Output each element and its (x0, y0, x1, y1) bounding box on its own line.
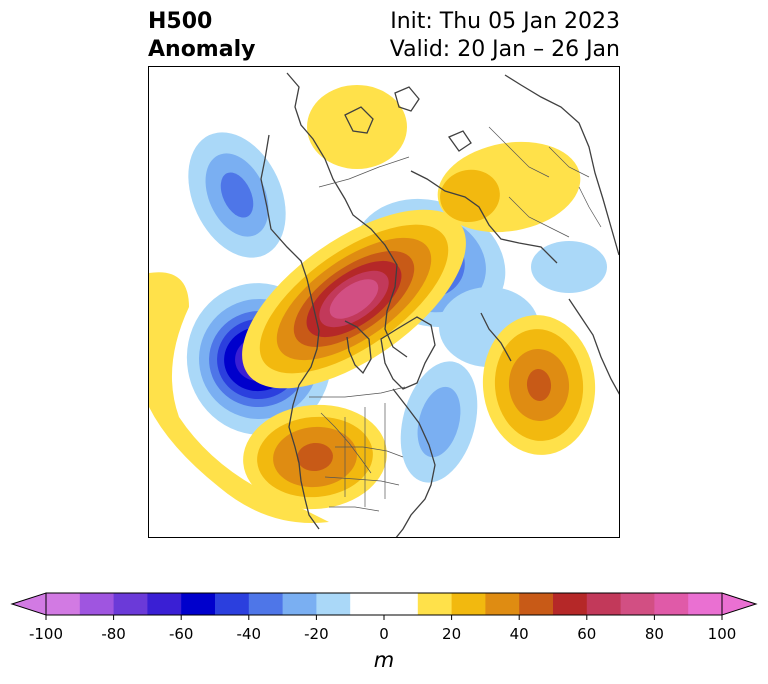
title-variable: H500 (148, 9, 213, 34)
colorbar-segment (147, 593, 182, 615)
anomaly-high-ridge (242, 209, 466, 389)
colorbar: -100 -80 -60 -40 -20 0 20 40 60 80 100 m (10, 592, 758, 672)
colorbar-segment (485, 593, 520, 615)
colorbar-segment (350, 593, 385, 615)
colorbar-segment (46, 593, 81, 615)
anomaly-high-us-west (243, 404, 387, 510)
colorbar-segment (316, 593, 351, 615)
colorbar-tick-label: 0 (379, 625, 389, 643)
colorbar-segments (10, 592, 758, 616)
colorbar-tick-label: 80 (645, 625, 664, 643)
coastlines (260, 72, 619, 537)
map-canvas (149, 72, 619, 537)
colorbar-extend-min (10, 592, 47, 616)
colorbar-ticks: -100 -80 -60 -40 -20 0 20 40 60 80 100 (29, 615, 736, 643)
colorbar-segment (654, 593, 689, 615)
colorbar-tick-label: 40 (510, 625, 529, 643)
colorbar-tick-label: -20 (304, 625, 329, 643)
colorbar-tick-label: 100 (708, 625, 737, 643)
colorbar-segment (282, 593, 317, 615)
valid-range: Valid: 20 Jan – 26 Jan (389, 37, 620, 62)
colorbar-tick-label: -100 (29, 625, 63, 643)
anomaly-low-atlantic (400, 361, 478, 483)
colorbar-tick-label: -80 (101, 625, 126, 643)
colorbar-tick-label: 60 (577, 625, 596, 643)
colorbar-tick-label: -40 (237, 625, 262, 643)
anomaly-high-north (307, 85, 407, 169)
colorbar-unit-label: m (374, 648, 394, 672)
anomaly-fill-layer (149, 85, 607, 523)
chart-title-right: Init: Thu 05 Jan 2023 Valid: 20 Jan – 26… (390, 8, 620, 64)
anomaly-high-atlantic (482, 315, 596, 455)
colorbar-segment (620, 593, 655, 615)
colorbar-extend-max (721, 592, 758, 616)
colorbar-segment (688, 593, 723, 615)
anomaly-low-east (531, 241, 607, 293)
anomaly-high-pacific-arc (149, 272, 329, 523)
colorbar-segment (79, 593, 115, 615)
colorbar-segment (384, 593, 419, 615)
colorbar-segment (215, 593, 250, 615)
anomaly-low-northwest (188, 132, 286, 258)
anomaly-map (148, 66, 620, 538)
chart-title-left: H500 Anomaly (148, 8, 255, 64)
colorbar-segment (451, 593, 486, 615)
colorbar-segment (519, 593, 554, 615)
colorbar-segment (181, 593, 216, 615)
colorbar-segment (113, 593, 148, 615)
init-date: Init: Thu 05 Jan 2023 (390, 9, 620, 34)
colorbar-tick-label: -60 (169, 625, 194, 643)
colorbar-segment (586, 593, 622, 615)
colorbar-segment (553, 593, 588, 615)
title-field: Anomaly (148, 37, 256, 62)
anomaly-high-siberia (437, 141, 581, 233)
country-borders (309, 126, 602, 512)
colorbar-segment (248, 593, 284, 615)
colorbar-tick-label: 20 (442, 625, 461, 643)
colorbar-segment (417, 593, 453, 615)
